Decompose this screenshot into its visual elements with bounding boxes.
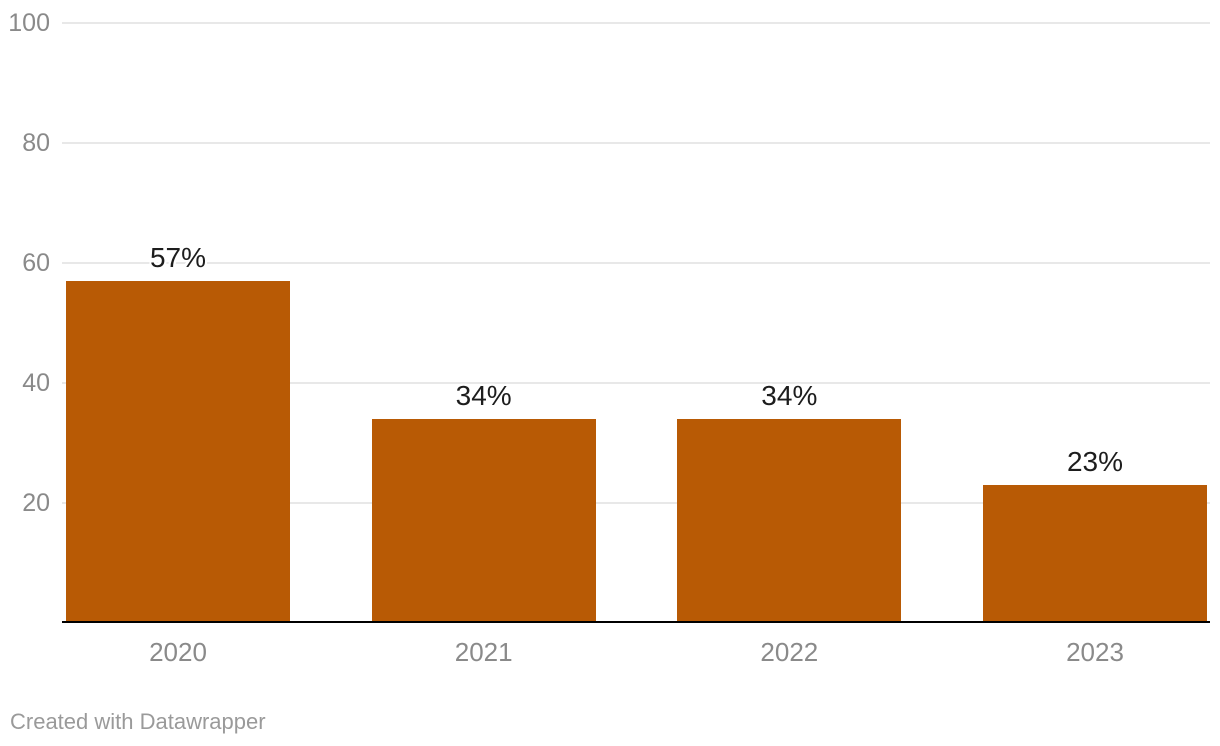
bar-2021 xyxy=(371,419,596,623)
value-label-2022: 34% xyxy=(761,380,818,411)
y-tick-label: 80 xyxy=(22,129,50,157)
gridline-20 xyxy=(62,502,1210,504)
x-tick-label-2022: 2022 xyxy=(760,637,819,667)
plot-area: 57% 34% 34% 23% xyxy=(62,22,1210,623)
attribution-text: Created with Datawrapper xyxy=(10,709,266,734)
gridline-100 xyxy=(62,22,1210,24)
value-label-2021: 34% xyxy=(455,380,512,411)
gridline-80 xyxy=(62,142,1210,144)
bar-2023 xyxy=(983,485,1207,623)
y-tick-label: 40 xyxy=(22,369,50,397)
value-label-2020: 57% xyxy=(149,242,207,273)
value-label-2023: 23% xyxy=(1066,446,1124,477)
x-axis-baseline xyxy=(62,621,1210,623)
bar-2022 xyxy=(677,419,902,623)
y-tick-label: 100 xyxy=(8,9,50,37)
x-tick-label-2021: 2021 xyxy=(454,637,513,667)
gridline-60 xyxy=(62,262,1210,264)
x-tick-label-2020: 2020 xyxy=(149,637,207,667)
y-tick-label: 20 xyxy=(22,489,50,517)
y-tick-label: 60 xyxy=(22,249,50,277)
x-tick-label-2023: 2023 xyxy=(1066,637,1124,667)
bar-2020 xyxy=(66,281,290,623)
gridline-40 xyxy=(62,382,1210,384)
